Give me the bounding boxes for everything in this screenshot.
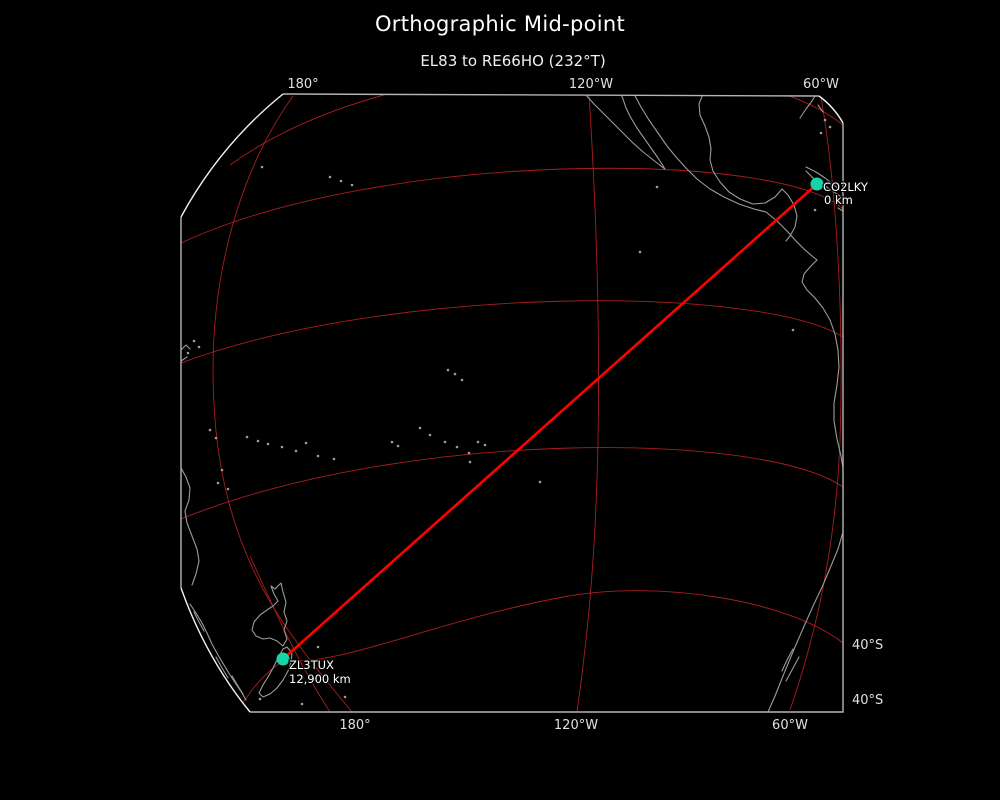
island-dot [418, 426, 422, 430]
island-dot [260, 165, 264, 169]
station-marker-zl3tux [276, 652, 290, 666]
coastline-nz-north-island [251, 582, 288, 647]
gridline-gridline-extra [249, 555, 331, 712]
bottom-tick-60w: 60°W [772, 718, 808, 733]
island-dot [300, 702, 304, 706]
coastline-baja-inner [620, 94, 666, 170]
island-dot [828, 125, 832, 129]
island-dot [304, 441, 308, 445]
island-dot [813, 208, 817, 212]
island-dot [316, 645, 320, 649]
bottom-tick-180: 180° [339, 718, 370, 733]
gridline-meridian-60w [789, 96, 842, 711]
station-callsign: CO2LKY [823, 180, 869, 194]
island-dot [350, 183, 354, 187]
coastline-south-america-nw [801, 259, 843, 469]
map-border [180, 93, 844, 713]
coastline-north-america-baja-outer [584, 94, 666, 170]
island-dot [343, 695, 347, 699]
island-dot [266, 442, 270, 446]
coastline-chiloe-2 [785, 656, 800, 682]
island-dot [443, 440, 447, 444]
island-dot [390, 440, 394, 444]
island-dot [396, 444, 400, 448]
island-dot [220, 468, 224, 472]
coastline-gulf-of-mexico [698, 94, 798, 242]
island-dot [460, 378, 464, 382]
coastline-melanesia-1 [181, 344, 191, 351]
figure-subtitle: EL83 to RE66HO (232°T) [420, 52, 606, 70]
island-dot [197, 345, 201, 349]
bottom-tick-120w: 120°W [554, 718, 598, 733]
island-dot [468, 460, 472, 464]
coastline-melanesia-2 [181, 356, 188, 362]
island-dot [214, 436, 218, 440]
island-dot [208, 428, 212, 432]
coastline-chile-coast [767, 531, 843, 712]
coastline-australia-east [181, 467, 200, 586]
station-marker-co2lky [810, 177, 824, 191]
coastline-tasmania-bit-1 [193, 611, 205, 632]
gridline-meridian-120w [576, 94, 600, 712]
gridline-parallel-20n [181, 167, 843, 244]
island-dot [186, 351, 190, 355]
coastline-tasmania-bit-2 [215, 656, 229, 679]
island-dot [483, 443, 487, 447]
gridline-parallel-40s [236, 590, 843, 712]
top-tick-60w: 60°W [803, 77, 839, 92]
island-dot [245, 435, 249, 439]
island-dot [428, 433, 432, 437]
small-islands [186, 118, 832, 706]
island-dot [328, 175, 332, 179]
coastline-mexico-mainland [633, 94, 818, 261]
island-dot [294, 449, 298, 453]
island-dot [316, 454, 320, 458]
graticule-gridlines [181, 94, 843, 712]
gridline-meridian-180 [212, 95, 353, 712]
island-dot [476, 440, 480, 444]
coastline-cuba-north [805, 166, 843, 194]
right-tick-40s-lower: 40°S [852, 693, 883, 708]
coastline-hispaniola [837, 207, 843, 212]
island-dot [655, 185, 659, 189]
gridline-parallel-40n [229, 94, 843, 166]
island-dot [256, 439, 260, 443]
island-dot [446, 368, 450, 372]
station-callsign: ZL3TUX [289, 658, 334, 672]
island-dot [332, 457, 336, 461]
globe-limb [180, 93, 844, 713]
figure-title: Orthographic Mid-point [374, 12, 626, 36]
island-dot [638, 250, 642, 254]
island-dot [339, 179, 343, 183]
island-dot [467, 451, 471, 455]
island-dot [455, 445, 459, 449]
island-dot [258, 697, 262, 701]
island-dot [216, 481, 220, 485]
island-dot [791, 328, 795, 332]
gridline-parallel-0 [181, 300, 843, 364]
coastline-florida [799, 95, 816, 119]
island-dot [453, 372, 457, 376]
island-dot [192, 339, 196, 343]
coastlines [181, 94, 843, 712]
island-dot [226, 487, 230, 491]
island-dot [819, 131, 823, 135]
station-distance: 0 km [824, 193, 853, 207]
island-dot [280, 445, 284, 449]
coastline-chiloe-1 [781, 648, 794, 672]
island-dot [823, 118, 827, 122]
coastline-bahamas [817, 104, 824, 113]
right-tick-40s-upper: 40°S [852, 638, 883, 653]
top-tick-120w: 120°W [569, 77, 613, 92]
top-tick-180: 180° [287, 77, 318, 92]
coastline-nz-south-island [258, 646, 293, 698]
island-dot [538, 480, 542, 484]
station-distance: 12,900 km [289, 672, 351, 686]
gridline-parallel-20s [181, 447, 843, 520]
coastline-tasmania-bit-3 [231, 675, 244, 695]
great-circle-path [281, 182, 819, 661]
